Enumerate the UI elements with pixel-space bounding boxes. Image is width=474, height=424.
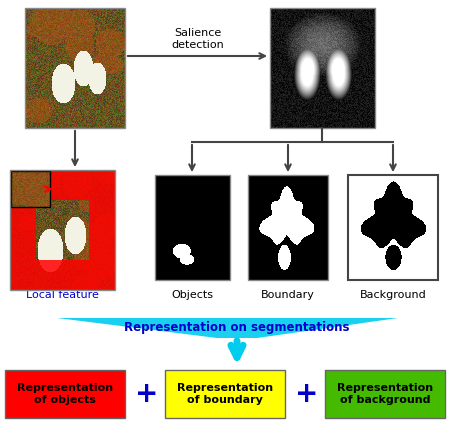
Bar: [10, 230, 36, 260]
Text: Representation
of background: Representation of background: [337, 383, 433, 405]
Polygon shape: [57, 318, 398, 338]
Bar: [11, 171, 50, 207]
Text: Representation
of boundary: Representation of boundary: [177, 383, 273, 405]
Text: Objects: Objects: [171, 290, 213, 300]
Bar: [248, 175, 328, 280]
Text: Local feature: Local feature: [26, 290, 99, 300]
Bar: [36, 260, 63, 290]
Bar: [89, 230, 115, 260]
Text: Representation on segmentations: Representation on segmentations: [124, 321, 350, 335]
Text: Representation
of objects: Representation of objects: [17, 383, 113, 405]
Text: +: +: [295, 380, 319, 408]
Bar: [63, 260, 89, 290]
Text: Salience
detection: Salience detection: [171, 28, 224, 50]
Bar: [63, 170, 89, 200]
Bar: [325, 370, 445, 418]
Text: Background: Background: [360, 290, 427, 300]
Bar: [89, 260, 115, 290]
Bar: [10, 170, 36, 200]
Text: Boundary: Boundary: [261, 290, 315, 300]
Bar: [10, 170, 115, 290]
Bar: [10, 260, 36, 290]
Bar: [10, 200, 36, 230]
Bar: [36, 170, 63, 200]
Bar: [89, 170, 115, 200]
Bar: [89, 200, 115, 230]
Bar: [155, 175, 230, 280]
Bar: [5, 370, 125, 418]
Bar: [270, 8, 375, 128]
Text: +: +: [135, 380, 159, 408]
Bar: [25, 8, 125, 128]
Bar: [348, 175, 438, 280]
Bar: [165, 370, 285, 418]
